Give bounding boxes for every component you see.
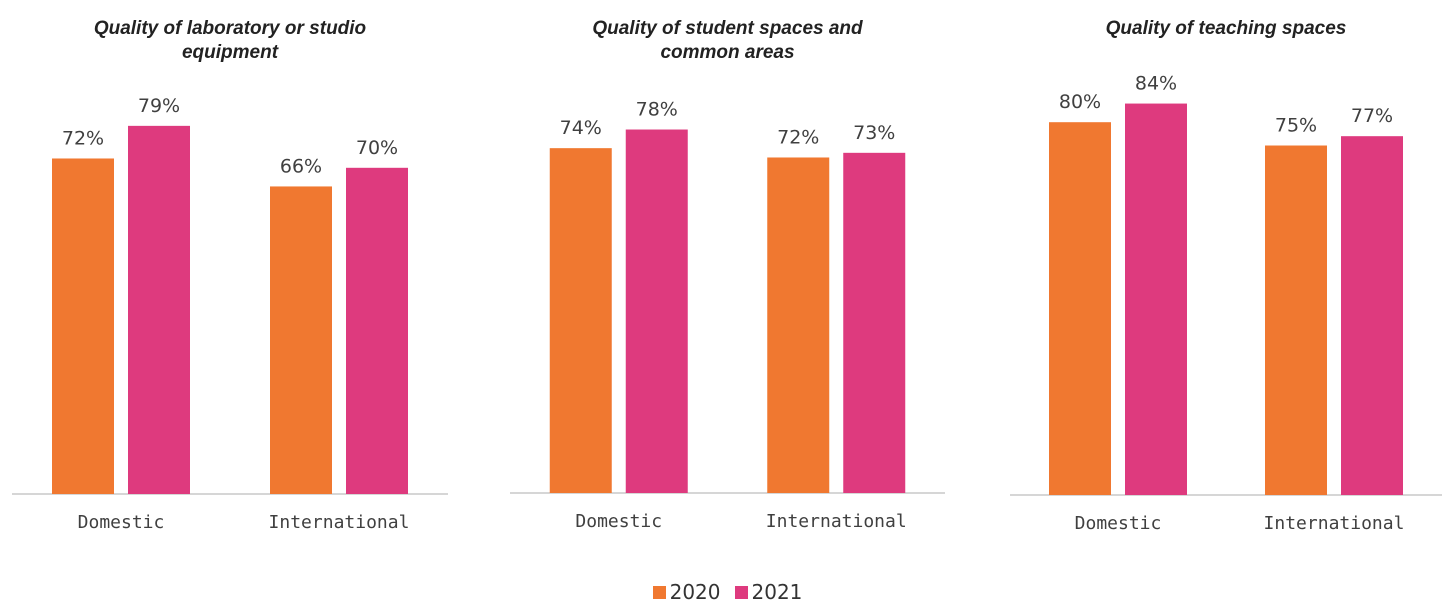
data-label: 79% <box>138 95 180 117</box>
bar-2020-domestic <box>52 158 114 495</box>
data-label: 72% <box>62 127 104 149</box>
data-label: 66% <box>280 155 322 177</box>
data-label: 84% <box>1135 73 1177 95</box>
data-label: 78% <box>636 99 678 121</box>
chart-title: Quality of teaching spaces <box>1106 18 1347 39</box>
legend-label-2021: 2021 <box>751 580 803 604</box>
legend-swatch-2020 <box>652 585 666 599</box>
chart-title: Quality of laboratory or studio equipment <box>94 18 366 63</box>
category-label: Domestic <box>575 511 662 532</box>
legend-item-2020: 2020 <box>652 580 721 604</box>
data-label: 74% <box>560 117 602 139</box>
chart-title-line: common areas <box>660 42 794 63</box>
bar-2021-domestic <box>128 125 190 495</box>
data-label: 72% <box>777 126 819 148</box>
category-label: Domestic <box>78 512 165 533</box>
bar-2021-international <box>843 152 906 493</box>
bar-2020-international <box>1265 145 1327 495</box>
bar-2021-international <box>346 167 408 495</box>
chart-title-line: Quality of student spaces and <box>592 18 863 39</box>
chart-title-line: Quality of laboratory or studio <box>94 18 366 39</box>
data-label: 80% <box>1059 91 1101 113</box>
bar-2020-domestic <box>1049 122 1111 495</box>
legend-item-2021: 2021 <box>734 580 803 604</box>
category-label: International <box>269 512 410 533</box>
chart-title: Quality of student spaces and common area… <box>592 18 863 63</box>
data-label: 70% <box>356 137 398 159</box>
chart-panel-2: Quality of student spaces and common area… <box>510 18 945 532</box>
bar-2021-domestic <box>1125 103 1187 495</box>
category-label: Domestic <box>1075 513 1162 534</box>
legend-label-2020: 2020 <box>669 580 721 604</box>
bar-2021-domestic <box>625 129 688 493</box>
chart-title-line: Quality of teaching spaces <box>1106 18 1347 39</box>
bar-2020-international <box>270 186 332 494</box>
chart-panel-3: Quality of teaching spaces 80% 84% Domestic… <box>1010 18 1442 534</box>
data-label: 75% <box>1275 115 1317 137</box>
data-label: 77% <box>1351 105 1393 127</box>
data-label: 73% <box>853 122 895 144</box>
bar-2020-international <box>767 157 830 494</box>
legend-swatch-2021 <box>734 585 748 599</box>
legend: 2020 2021 <box>0 580 1455 604</box>
bar-2020-domestic <box>549 148 612 493</box>
chart-title-line: equipment <box>182 42 279 63</box>
bar-2021-international <box>1341 136 1403 495</box>
category-label: International <box>1264 513 1405 534</box>
chart-panel-1: Quality of laboratory or studio equipment… <box>12 18 448 533</box>
category-label: International <box>766 511 907 532</box>
